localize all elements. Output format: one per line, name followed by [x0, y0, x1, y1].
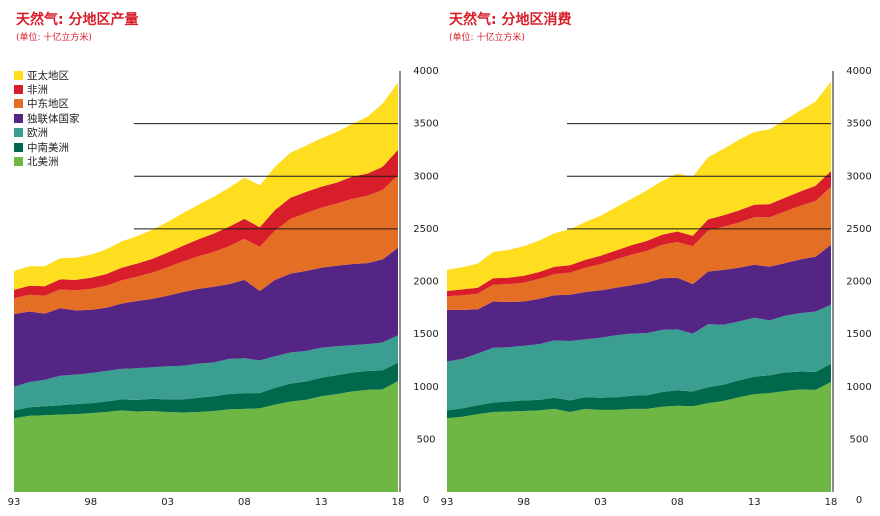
x-tick-label: 03 — [594, 497, 607, 508]
legend-item: 欧洲 — [14, 126, 80, 140]
chart-title: 天然气: 分地区产量 — [16, 12, 139, 28]
x-tick-label: 13 — [748, 497, 761, 508]
legend-swatch — [14, 128, 23, 138]
area-series-1 — [14, 362, 398, 419]
x-tick-label: 18 — [825, 497, 838, 508]
legend-swatch — [14, 113, 23, 123]
y-tick-label: 1000 — [413, 382, 438, 393]
y-tick-label: 3000 — [413, 171, 438, 182]
y-tick-label: 4000 — [846, 66, 871, 77]
y-tick-label: 500 — [849, 434, 868, 445]
y-tick-label: 1500 — [846, 329, 871, 340]
area-series-3 — [14, 247, 398, 387]
area-series-1 — [447, 363, 831, 419]
y-tick-label: 0 — [856, 495, 862, 506]
y-tick-label: 500 — [416, 434, 435, 445]
area-series-4 — [447, 186, 831, 310]
x-tick-label: 08 — [238, 497, 251, 508]
legend-label: 中东地区 — [27, 98, 69, 111]
legend-label: 欧洲 — [27, 127, 48, 140]
area-series-0 — [14, 381, 398, 492]
y-tick-label: 0 — [423, 495, 429, 506]
area-series-2 — [447, 304, 831, 411]
legend-swatch — [14, 85, 23, 95]
y-tick-label: 2000 — [846, 277, 871, 288]
legend-label: 北美洲 — [27, 156, 59, 169]
y-tick-label: 2000 — [413, 277, 438, 288]
legend-item: 亚太地区 — [14, 68, 80, 82]
x-tick-label: 13 — [315, 497, 328, 508]
legend-swatch — [14, 157, 23, 167]
y-tick-label: 4000 — [413, 66, 438, 77]
legend-label: 中南美洲 — [27, 141, 69, 154]
area-series-5 — [14, 149, 398, 299]
x-tick-label: 98 — [84, 497, 97, 508]
area-series-3 — [447, 244, 831, 362]
area-series-6 — [447, 81, 831, 291]
legend-item: 中东地区 — [14, 97, 80, 111]
y-tick-label: 3500 — [413, 119, 438, 130]
x-tick-label: 98 — [517, 497, 530, 508]
chart-plot: 0 500 1000 1500 2000 2500 3000 3500 4000 93 98 03 08… — [8, 66, 439, 508]
legend-label: 亚太地区 — [27, 69, 69, 82]
production-chart-panel: 天然气: 分地区产量 (单位: 十亿立方米) 0 500 1000 1500 2000 2… — [8, 12, 439, 508]
consumption-chart-panel: 天然气: 分地区消费 (单位: 十亿立方米) 0 500 1000 1500 2000 2… — [433, 0, 873, 516]
chart-title: 天然气: 分地区消费 — [449, 12, 572, 28]
legend-item: 中南美洲 — [14, 140, 80, 154]
legend-item: 独联体国家 — [14, 111, 80, 125]
y-tick-label: 1500 — [413, 329, 438, 340]
x-tick-label: 93 — [8, 497, 21, 508]
area-series-5 — [447, 171, 831, 297]
legend-item: 北美洲 — [14, 154, 80, 168]
legend-swatch — [14, 142, 23, 152]
area-series-4 — [14, 175, 398, 315]
area-series-0 — [447, 382, 831, 492]
x-tick-label: 03 — [161, 497, 174, 508]
legend-item: 非洲 — [14, 82, 80, 96]
x-tick-label: 93 — [441, 497, 454, 508]
legend-swatch — [14, 70, 23, 80]
chart-legend: 亚太地区非洲 中东地区 独联体国家欧洲 中南美洲北美洲 — [14, 68, 80, 169]
y-tick-label: 2500 — [413, 224, 438, 235]
x-tick-label: 08 — [671, 497, 684, 508]
chart-subtitle: (单位: 十亿立方米) — [16, 33, 92, 43]
y-tick-label: 3500 — [846, 119, 871, 130]
y-tick-label: 2500 — [846, 224, 871, 235]
chart-subtitle: (单位: 十亿立方米) — [449, 33, 525, 43]
area-series-6 — [14, 82, 398, 290]
area-series-2 — [14, 335, 398, 411]
legend-label: 独联体国家 — [27, 112, 80, 125]
legend-swatch — [14, 99, 23, 109]
legend-label: 非洲 — [27, 84, 48, 97]
x-tick-label: 18 — [392, 497, 405, 508]
y-tick-label: 3000 — [846, 171, 871, 182]
y-tick-label: 1000 — [846, 382, 871, 393]
chart-plot: 0 500 1000 1500 2000 2500 3000 3500 4000 93 98 03 08… — [441, 66, 872, 508]
